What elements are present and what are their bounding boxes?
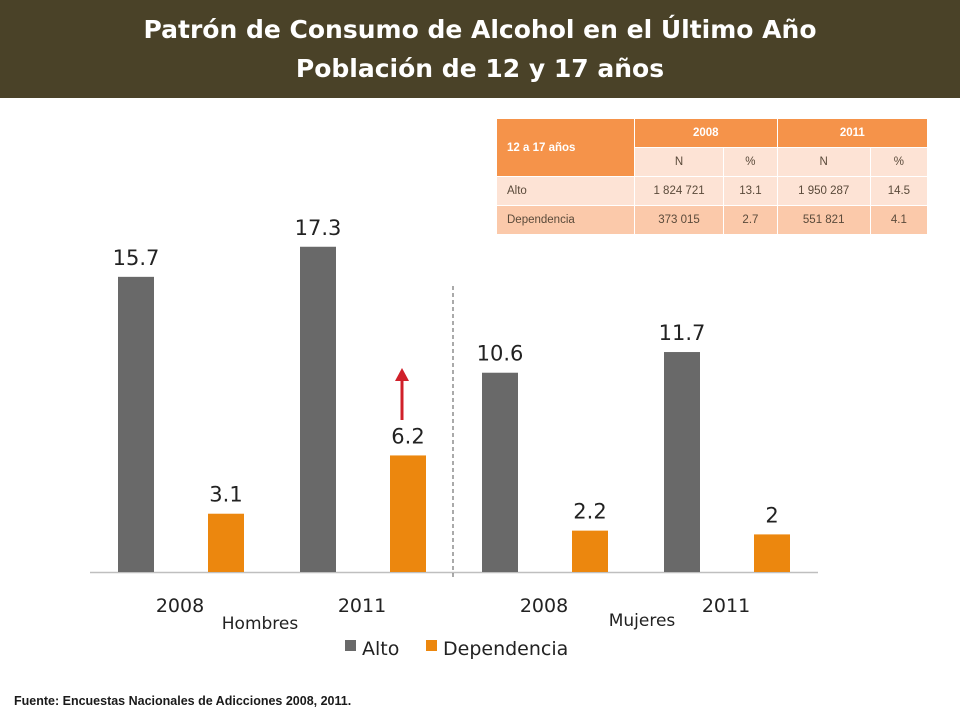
data-label: 17.3 <box>295 216 342 240</box>
table-cell: 13.1 <box>723 176 778 206</box>
bar-dependencia-3 <box>754 534 790 572</box>
title-bar: Patrón de Consumo de Alcohol en el Últim… <box>0 0 960 98</box>
table-row: Dependencia 373 015 2.7 551 821 4.1 <box>496 205 929 235</box>
x-tick-label: 2011 <box>702 595 750 617</box>
table-row: Alto 1 824 721 13.1 1 950 287 14.5 <box>496 176 929 206</box>
legend-label: Alto <box>362 638 399 660</box>
data-label: 11.7 <box>659 321 706 345</box>
data-label: 2.2 <box>573 500 606 524</box>
table-year-2011: 2011 <box>776 118 929 148</box>
source-note: Fuente: Encuestas Nacionales de Adiccion… <box>14 694 352 708</box>
table-row-label: Alto <box>496 176 635 206</box>
group-label: Mujeres <box>609 611 676 631</box>
table-subheader: % <box>869 147 929 177</box>
data-label: 2 <box>765 503 778 527</box>
table-cell: 4.1 <box>869 205 929 235</box>
x-tick-label: 2011 <box>338 595 386 617</box>
table-cell: 2.7 <box>723 205 778 235</box>
page-subtitle: Población de 12 y 17 años <box>295 54 665 83</box>
table-row-label: Dependencia <box>496 205 635 235</box>
table-cell: 373 015 <box>633 205 725 235</box>
bar-dependencia-2 <box>572 530 608 572</box>
table-subheader: N <box>633 147 725 177</box>
bar-dependencia-0 <box>208 513 244 572</box>
page-title: Patrón de Consumo de Alcohol en el Últim… <box>143 15 817 44</box>
table-subheader: N <box>776 147 871 177</box>
x-tick-label: 2008 <box>156 595 204 617</box>
increase-arrow-icon <box>395 368 409 381</box>
bar-alto-1 <box>300 246 336 572</box>
data-label: 3.1 <box>209 483 242 507</box>
bar-alto-0 <box>118 276 154 572</box>
group-label: Hombres <box>222 614 299 634</box>
data-table: 12 a 17 años 2008 2011 N % N % Alto 1 82… <box>496 118 929 235</box>
x-tick-label: 2008 <box>520 595 568 617</box>
table-cell: 1 950 287 <box>776 176 871 206</box>
data-label: 15.7 <box>113 246 160 270</box>
legend-swatch-alto <box>345 640 356 651</box>
bar-dependencia-1 <box>390 455 426 572</box>
legend-label: Dependencia <box>443 638 568 660</box>
bar-alto-2 <box>482 372 518 572</box>
table-subheader: % <box>723 147 778 177</box>
legend-swatch-dependencia <box>426 640 437 651</box>
table-cell: 14.5 <box>869 176 929 206</box>
data-label: 10.6 <box>477 342 524 366</box>
table-cell: 1 824 721 <box>633 176 725 206</box>
bar-alto-3 <box>664 352 700 572</box>
data-label: 6.2 <box>391 424 424 448</box>
